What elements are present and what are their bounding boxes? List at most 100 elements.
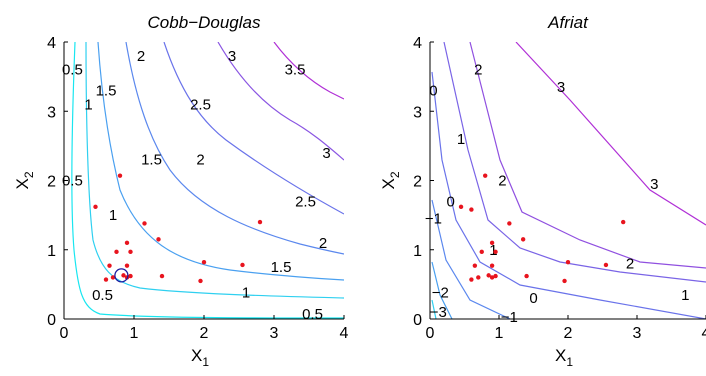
contour-line-3.5 [273,42,344,100]
data-point [107,263,112,268]
x-axis-label-subscript: 1 [566,355,573,369]
data-point [489,275,495,280]
x-tick-label: 3 [633,325,642,342]
data-point [603,262,609,268]
contour-label: 3.5 [285,62,306,79]
data-point [124,263,130,268]
contour-label: 2 [137,48,145,65]
afriat-data-points [458,173,626,284]
contour-label: 0.5 [302,306,323,323]
data-point [114,249,119,255]
x-tick-label: 0 [60,325,69,342]
y-tick-label: 2 [47,174,56,191]
y-axis-label: X2 [379,171,402,189]
y-tick-label: 2 [413,174,422,191]
x-tick-label: 3 [270,325,279,342]
contour-label: 3 [228,48,236,65]
y-axis-label-subscript: 2 [22,171,36,178]
data-point [458,204,464,210]
data-point [469,207,474,212]
contour-label: 1 [109,207,117,224]
contour-label: 1 [681,287,689,304]
x-tick-label: 1 [495,325,504,342]
data-point [493,273,498,279]
x-axis-label: X1 [191,346,209,369]
contour-line-2.5 [163,42,344,215]
contour-line-2 [469,42,706,269]
data-point [562,278,567,284]
contour-label: 2 [196,152,204,169]
contour-label: 2 [626,256,634,273]
data-point [565,260,571,265]
data-point [93,204,98,210]
data-point [201,260,207,265]
contour-label: 2 [498,173,506,190]
data-point [472,263,478,268]
data-point [489,263,495,268]
data-point [128,249,133,255]
contour-label: 0.5 [62,173,83,190]
contour-line-0.5 [71,42,344,319]
contour-line-1.5 [97,42,344,281]
contour-label: 2 [474,62,482,79]
y-axis-label-subscript: 2 [388,171,402,178]
contour-line-minus3 [431,299,437,319]
afriat-title: Afriat [547,13,589,32]
data-point [520,237,526,242]
contour-label: 1 [489,242,497,259]
contour-label: 1 [457,131,465,148]
data-point [483,173,488,178]
data-point [621,219,626,225]
contour-label: 0.5 [62,62,83,79]
contour-line-3 [515,42,706,226]
x-axis-label-text: X [191,346,202,365]
contour-line-2 [125,42,344,255]
contour-label: 1 [242,285,250,302]
x-tick-label: 1 [130,325,139,342]
contour-label: 1.5 [271,259,292,276]
afriat-contour-labels: −3 −2 −1 −1 0 0 0 1 1 1 2 2 2 3 3 [425,62,690,326]
contour-line-minus1 [431,199,511,319]
contour-label: 2.5 [295,193,316,210]
contour-line-0 [431,71,706,319]
data-point [156,237,161,242]
contour-label: 0.5 [92,287,113,304]
y-tick-label: 0 [413,312,422,329]
contour-line-1 [85,42,344,299]
contour-label: 1.5 [96,82,117,99]
x-tick-label: 4 [702,325,706,342]
data-point [479,249,484,255]
contour-label: 3 [322,145,330,162]
data-point [240,262,245,268]
data-point [486,273,491,278]
contour-label: 2.5 [190,96,211,113]
data-point [524,273,529,279]
y-tick-label: 0 [47,312,56,329]
data-point [110,275,116,280]
data-point [489,240,495,246]
data-point [124,240,130,246]
y-tick-label: 1 [413,243,422,260]
contour-label: −3 [430,304,447,321]
x-tick-label: 2 [200,325,209,342]
cobb-douglas-title: Cobb−Douglas [148,13,261,32]
contour-label: 1 [84,96,92,113]
contour-line-minus2 [431,261,453,319]
data-point [257,219,263,225]
contour-label: 3 [557,79,565,96]
data-point [159,273,165,279]
x-tick-label: 2 [564,325,573,342]
data-point [117,173,123,178]
data-point [121,273,126,278]
data-point [493,249,498,255]
x-axis-label-text: X [555,346,566,365]
y-tick-label: 3 [413,104,422,121]
y-axis-label-text: X [13,178,32,189]
y-tick-label: 3 [47,104,56,121]
contour-label: −1 [501,309,518,326]
x-axis-label: X1 [555,346,573,369]
data-point [476,275,481,280]
